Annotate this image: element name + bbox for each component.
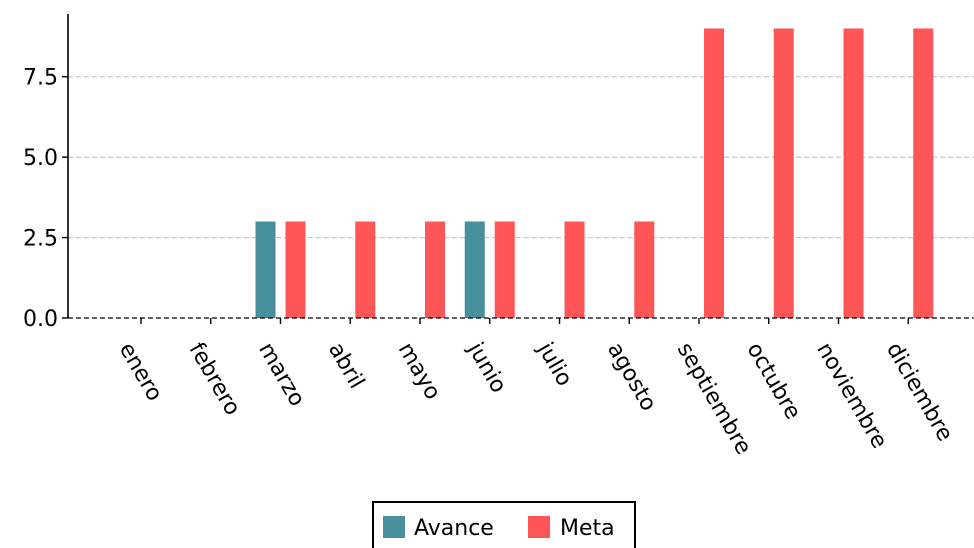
x-tick-label: julio <box>532 338 577 391</box>
x-tick-label: mayo <box>393 339 445 405</box>
legend-frame <box>372 501 636 548</box>
bar-meta-mayo <box>425 221 445 318</box>
legend-swatch-avance <box>383 516 405 538</box>
bar-meta-marzo <box>285 221 306 318</box>
legend: Avance Meta <box>372 501 636 548</box>
x-tick-label: marzo <box>253 339 309 411</box>
y-tick-label: 0.0 <box>23 307 58 332</box>
x-tick-label: octubre <box>742 339 806 424</box>
bar-meta-agosto <box>634 221 655 318</box>
bar-meta-junio <box>494 221 515 318</box>
x-tick-label: febrero <box>184 339 245 420</box>
bar-meta-abril <box>355 221 376 318</box>
legend-label-avance: Avance <box>414 516 494 541</box>
bar-meta-septiembre <box>704 28 724 318</box>
x-tick-label: enero <box>114 339 167 406</box>
y-tick-label: 7.5 <box>23 66 58 91</box>
x-ticks: enero febrero marzo abril mayo junio julio agos… <box>114 318 957 460</box>
bar-meta-noviembre <box>843 28 864 318</box>
axes <box>67 14 974 319</box>
legend-label-meta: Meta <box>560 516 615 541</box>
bar-meta-diciembre <box>913 28 934 318</box>
x-tick-label: diciembre <box>881 339 957 446</box>
y-ticks: 0.0 2.5 5.0 7.5 <box>23 66 68 332</box>
x-tick-label: noviembre <box>811 339 891 453</box>
x-tick-label: abril <box>323 339 369 394</box>
y-tick-label: 5.0 <box>23 146 58 171</box>
gridlines <box>68 76 974 239</box>
y-tick-label: 2.5 <box>23 227 58 252</box>
x-tick-label: septiembre <box>672 339 756 460</box>
x-tick-label: junio <box>462 338 511 398</box>
legend-swatch-meta <box>528 516 550 538</box>
bar-meta-julio <box>564 221 585 318</box>
bar-avance-junio <box>464 221 485 318</box>
bars <box>255 28 934 318</box>
bar-avance-marzo <box>255 221 276 318</box>
x-tick-label: agosto <box>602 339 661 416</box>
bar-meta-octubre <box>773 28 794 318</box>
